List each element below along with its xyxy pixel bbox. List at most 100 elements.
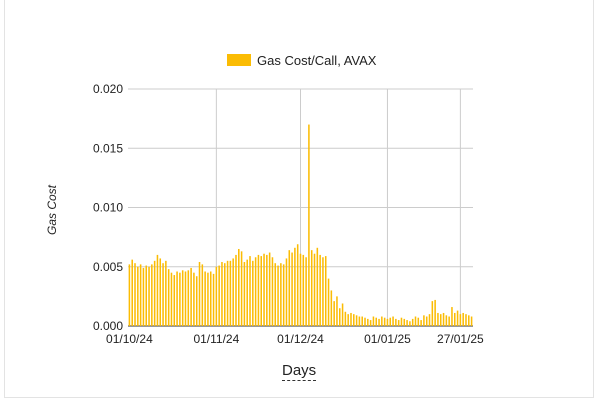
bar[interactable]	[232, 258, 234, 326]
bar[interactable]	[336, 296, 338, 327]
bar[interactable]	[456, 310, 459, 326]
bar[interactable]	[406, 320, 408, 326]
bar[interactable]	[226, 260, 229, 326]
bar[interactable]	[139, 264, 142, 326]
bar[interactable]	[462, 312, 464, 326]
bar[interactable]	[313, 253, 316, 326]
bar[interactable]	[207, 272, 209, 326]
bar[interactable]	[263, 253, 265, 326]
bar[interactable]	[333, 301, 335, 326]
bar[interactable]	[431, 301, 434, 326]
bar[interactable]	[162, 263, 164, 326]
bar[interactable]	[193, 272, 195, 326]
bar[interactable]	[454, 312, 456, 326]
bar[interactable]	[439, 314, 442, 326]
bar[interactable]	[229, 260, 232, 326]
bar[interactable]	[131, 259, 133, 326]
bar[interactable]	[378, 318, 380, 326]
bar[interactable]	[414, 316, 417, 326]
bar[interactable]	[187, 270, 190, 326]
bar[interactable]	[246, 259, 248, 326]
bar[interactable]	[319, 254, 321, 326]
bar[interactable]	[468, 315, 470, 326]
bar[interactable]	[417, 317, 420, 326]
bar[interactable]	[395, 318, 397, 326]
bar[interactable]	[299, 253, 302, 326]
bar[interactable]	[344, 311, 347, 326]
bar[interactable]	[260, 256, 262, 326]
bar[interactable]	[294, 247, 296, 326]
bar[interactable]	[451, 307, 453, 326]
bar[interactable]	[218, 265, 220, 326]
bar[interactable]	[330, 290, 333, 326]
bar[interactable]	[389, 317, 392, 326]
bar[interactable]	[397, 320, 400, 326]
bar[interactable]	[159, 258, 162, 326]
bar[interactable]	[277, 265, 279, 326]
bar[interactable]	[367, 318, 369, 326]
bar[interactable]	[224, 263, 226, 326]
bar[interactable]	[282, 264, 285, 326]
bar[interactable]	[145, 265, 147, 326]
bar[interactable]	[428, 314, 431, 326]
bar[interactable]	[209, 271, 212, 326]
bar[interactable]	[445, 315, 448, 326]
bar[interactable]	[254, 257, 257, 326]
bar[interactable]	[134, 263, 136, 326]
bar[interactable]	[341, 303, 344, 326]
bar[interactable]	[176, 271, 178, 326]
bar[interactable]	[392, 316, 394, 326]
bar[interactable]	[308, 124, 310, 326]
bar[interactable]	[465, 314, 467, 326]
bar[interactable]	[296, 244, 299, 326]
bar[interactable]	[442, 312, 445, 326]
bar[interactable]	[156, 254, 159, 326]
bar[interactable]	[215, 266, 218, 326]
bar[interactable]	[386, 318, 389, 326]
bar[interactable]	[327, 278, 330, 326]
bar[interactable]	[195, 276, 198, 326]
bar[interactable]	[358, 316, 361, 326]
bar[interactable]	[459, 314, 462, 326]
bar[interactable]	[173, 275, 176, 326]
bar[interactable]	[249, 256, 251, 326]
bar[interactable]	[167, 269, 170, 326]
bar[interactable]	[212, 273, 215, 326]
bar[interactable]	[420, 320, 422, 326]
bar[interactable]	[257, 254, 260, 326]
bar[interactable]	[181, 270, 184, 326]
bar[interactable]	[305, 257, 307, 326]
bar[interactable]	[153, 260, 156, 326]
bar[interactable]	[240, 251, 243, 326]
bar[interactable]	[372, 316, 375, 326]
x-axis-label[interactable]: Days	[282, 362, 317, 381]
bar[interactable]	[285, 258, 288, 326]
bar[interactable]	[165, 260, 167, 326]
bar[interactable]	[271, 257, 274, 326]
bar[interactable]	[252, 260, 254, 326]
bar[interactable]	[355, 315, 358, 326]
bar[interactable]	[184, 271, 187, 326]
bar[interactable]	[322, 257, 324, 326]
bar[interactable]	[151, 264, 153, 326]
bar[interactable]	[310, 250, 313, 326]
bar[interactable]	[324, 256, 327, 326]
bar[interactable]	[347, 314, 349, 326]
bar[interactable]	[364, 317, 366, 326]
bar[interactable]	[268, 252, 271, 326]
bar[interactable]	[400, 317, 403, 326]
bar[interactable]	[339, 308, 341, 326]
bar[interactable]	[179, 272, 181, 326]
bar[interactable]	[361, 316, 363, 326]
bar[interactable]	[403, 318, 406, 326]
bar[interactable]	[383, 317, 386, 326]
bar[interactable]	[148, 266, 150, 326]
bar[interactable]	[369, 320, 372, 326]
bar[interactable]	[316, 247, 319, 326]
bar[interactable]	[190, 267, 192, 326]
bar[interactable]	[375, 317, 377, 326]
bar[interactable]	[425, 316, 428, 326]
bar[interactable]	[353, 314, 355, 326]
bar[interactable]	[128, 264, 131, 326]
bar[interactable]	[437, 312, 439, 326]
